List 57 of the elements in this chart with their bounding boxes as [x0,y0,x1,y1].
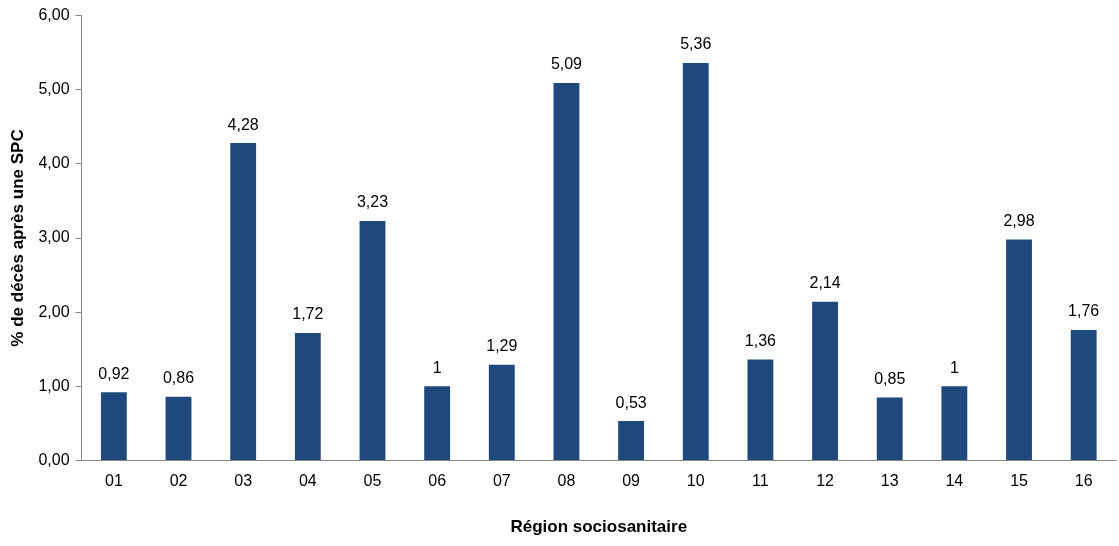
bar [424,386,451,460]
data-label: 0,85 [874,369,906,387]
x-tick-label: 10 [686,472,705,490]
x-tick-label: 07 [492,472,511,490]
data-label: 5,36 [680,35,712,53]
bar [941,386,968,460]
x-tick-label: 03 [234,472,253,490]
bar [488,364,515,460]
y-tick-label: 6,00 [38,6,70,24]
x-tick-label: 11 [752,472,769,490]
bar [1070,329,1097,460]
data-label: 1 [432,358,442,376]
x-tick-label: 02 [169,472,188,490]
data-label: 2,98 [1003,211,1035,229]
x-tick-label: 06 [428,472,447,490]
data-label: 4,28 [227,115,259,133]
bar [812,301,838,460]
data-label: 0,92 [98,364,130,382]
bar [230,143,257,460]
y-tick-label: 0,00 [38,450,70,468]
data-label: 0,53 [615,393,647,411]
x-tick-label: 09 [622,472,641,490]
y-tick-label: 3,00 [38,228,70,246]
data-label: 1 [949,358,959,376]
bar [294,332,321,460]
data-label: 3,23 [356,193,389,211]
data-label: 1,72 [292,305,324,323]
x-tick-label: 15 [1010,472,1029,490]
x-tick-label: 13 [880,472,899,490]
bar [682,63,709,460]
bar [1006,239,1032,460]
bar [165,396,192,460]
data-label: 1,29 [486,337,518,355]
x-tick-label: 16 [1074,472,1093,490]
bar [359,220,386,460]
y-axis-title: % de décès après une SPC [7,129,27,347]
data-label: 1,76 [1068,302,1100,320]
bar [618,421,645,460]
data-label: 1,36 [744,331,777,349]
y-tick-label: 5,00 [38,80,70,98]
y-tick-label: 4,00 [38,154,70,172]
bar [553,83,580,460]
x-tick-label: 05 [363,472,382,490]
x-tick-label: 14 [945,472,964,490]
x-tick-label: 12 [816,472,835,490]
data-label: 5,09 [550,55,583,73]
y-tick-label: 1,00 [38,376,70,394]
bar [747,359,774,460]
y-tick-label: 2,00 [38,302,70,320]
x-axis-title: Région sociosanitaire [510,517,688,537]
x-tick-label: 01 [104,472,123,490]
x-tick-label: 08 [557,472,576,490]
x-tick-label: 04 [298,472,317,490]
data-label: 2,14 [809,274,841,292]
bar [100,392,127,460]
data-label: 0,86 [162,369,195,387]
bar [876,397,903,460]
